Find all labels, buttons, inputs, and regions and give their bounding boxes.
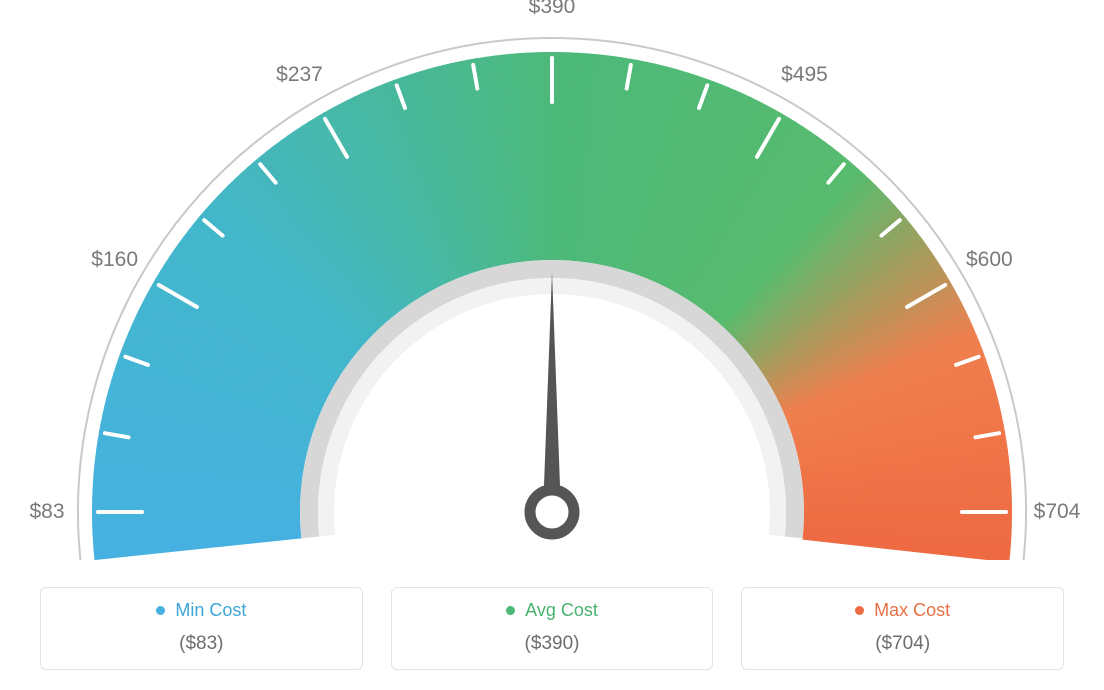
legend-row: Min Cost ($83) Avg Cost ($390) Max Cost … [40, 587, 1064, 670]
legend-box-max: Max Cost ($704) [741, 587, 1064, 670]
legend-title-max: Max Cost [855, 600, 950, 621]
legend-value-max: ($704) [742, 633, 1063, 655]
gauge-tick-label: $237 [276, 63, 323, 87]
legend-dot-max [855, 606, 864, 615]
legend-title-min: Min Cost [156, 600, 246, 621]
legend-title-text-max: Max Cost [874, 600, 950, 621]
gauge-tick-label: $495 [781, 63, 828, 87]
cost-gauge-chart: $83 $160 $237 $390 $495 $600 $704 Min Cost ($8… [0, 0, 1104, 690]
gauge-svg [0, 0, 1104, 560]
legend-value-avg: ($390) [392, 633, 713, 655]
gauge-tick-label: $390 [529, 0, 576, 19]
legend-dot-min [156, 606, 165, 615]
gauge-area: $83 $160 $237 $390 $495 $600 $704 [0, 0, 1104, 560]
gauge-tick-label: $160 [91, 248, 138, 272]
gauge-tick-label: $704 [1034, 500, 1081, 524]
legend-title-avg: Avg Cost [506, 600, 598, 621]
legend-value-min: ($83) [41, 633, 362, 655]
gauge-tick-label: $600 [966, 248, 1013, 272]
legend-box-avg: Avg Cost ($390) [391, 587, 714, 670]
legend-title-text-min: Min Cost [175, 600, 246, 621]
legend-title-text-avg: Avg Cost [525, 600, 598, 621]
gauge-tick-label: $83 [29, 500, 64, 524]
legend-box-min: Min Cost ($83) [40, 587, 363, 670]
legend-dot-avg [506, 606, 515, 615]
